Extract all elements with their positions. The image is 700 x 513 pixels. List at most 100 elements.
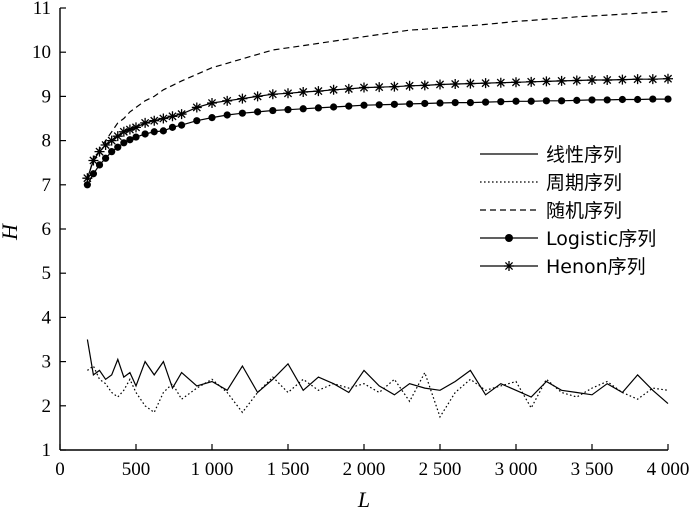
data-point (238, 109, 246, 117)
data-point (106, 135, 117, 146)
data-point (465, 78, 476, 89)
data-point (345, 102, 353, 110)
data-point (193, 117, 201, 125)
legend-label: Henon序列 (546, 256, 646, 278)
data-point (450, 79, 461, 90)
data-point (299, 105, 307, 113)
x-tick-label: 3 500 (571, 459, 614, 480)
data-point (207, 98, 217, 109)
legend-label: 线性序列 (546, 144, 622, 166)
data-point (178, 121, 186, 129)
data-point (511, 77, 521, 88)
legend-marker (505, 234, 513, 242)
data-point (647, 74, 658, 85)
data-point (328, 84, 339, 95)
data-point (330, 103, 338, 111)
series-layer (82, 10, 673, 419)
data-point (83, 181, 91, 189)
data-point (283, 88, 293, 99)
legend-item: 线性序列 (480, 144, 622, 166)
data-point (374, 82, 385, 93)
legend-item: 周期序列 (480, 172, 622, 194)
data-point (102, 154, 110, 162)
data-point (649, 95, 657, 103)
data-point (132, 133, 140, 141)
x-tick-label: 4 000 (647, 459, 690, 480)
data-point (466, 98, 474, 107)
data-point (159, 127, 167, 135)
x-tick-label: 1 500 (267, 459, 310, 480)
data-point (421, 99, 429, 108)
y-axis-title: H (0, 223, 22, 241)
data-point (571, 75, 582, 86)
data-point (497, 98, 505, 106)
y-tick-label: 7 (42, 175, 52, 196)
data-point (298, 86, 309, 97)
x-axis-title: L (357, 487, 370, 512)
legend-item: Henon序列 (480, 256, 646, 278)
data-point (126, 136, 134, 144)
series-2 (87, 365, 669, 419)
data-point (482, 98, 490, 106)
data-point (313, 86, 324, 97)
series-line (86, 78, 669, 179)
series-5 (82, 73, 673, 184)
data-point (114, 143, 122, 151)
y-tick-label: 8 (42, 131, 52, 152)
series-line (87, 365, 669, 419)
x-tick-label: 0 (55, 459, 65, 480)
data-point (237, 93, 248, 104)
data-point (95, 161, 104, 169)
data-point (223, 111, 231, 119)
y-tick-label: 11 (33, 0, 51, 19)
series-4 (83, 95, 672, 189)
data-point (664, 95, 672, 103)
data-point (131, 122, 141, 133)
data-point (168, 123, 177, 131)
data-point (88, 155, 99, 166)
data-point (541, 76, 552, 87)
data-point (252, 91, 263, 102)
legend-item: 随机序列 (480, 200, 622, 222)
x-tick-label: 3 000 (495, 459, 538, 480)
y-tick-label: 10 (32, 42, 51, 63)
data-point (82, 173, 93, 184)
data-point (558, 97, 566, 105)
data-point (158, 113, 169, 124)
data-point (208, 114, 216, 122)
axes (59, 7, 669, 451)
data-point (404, 80, 415, 91)
data-point (222, 95, 233, 106)
x-tick-label: 1 000 (191, 459, 234, 480)
data-point (176, 109, 187, 120)
data-point (89, 170, 98, 178)
series-3 (86, 10, 669, 181)
data-point (254, 108, 262, 116)
data-point (617, 74, 628, 85)
y-tick-label: 2 (42, 396, 52, 417)
tick-labels: 0 500 1 000 1 500 2 000 2 500 3 000 3 500 4 000 1… (32, 0, 689, 480)
data-point (94, 146, 105, 157)
data-point (314, 104, 322, 112)
data-point (141, 130, 149, 138)
data-point (634, 95, 642, 104)
data-point (495, 77, 506, 88)
data-point (603, 96, 611, 104)
data-point (140, 117, 151, 128)
data-point (419, 80, 430, 91)
data-point (120, 139, 128, 147)
legend-label: 周期序列 (546, 172, 622, 194)
data-point (436, 99, 444, 107)
data-point (632, 74, 643, 85)
data-point (269, 106, 277, 115)
data-point (573, 96, 581, 104)
data-point (527, 97, 535, 105)
data-point (556, 75, 567, 86)
data-point (512, 97, 520, 105)
data-point (359, 82, 369, 93)
data-point (375, 101, 383, 109)
data-point (191, 102, 202, 113)
legend-item: Logistic序列 (480, 228, 656, 250)
